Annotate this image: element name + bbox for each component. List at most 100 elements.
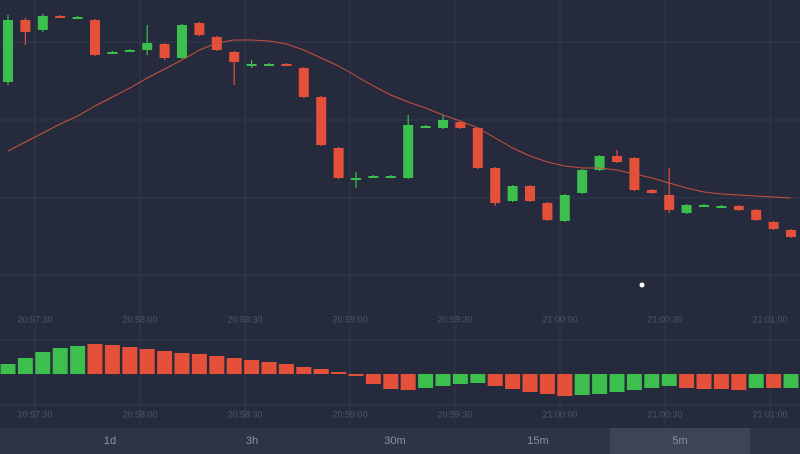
candle-body	[612, 156, 622, 162]
time-label: 21:00:30	[647, 409, 682, 419]
histogram-bar	[70, 346, 86, 374]
histogram-bar	[522, 374, 538, 392]
candle-body	[786, 230, 796, 237]
candle-body	[507, 186, 518, 201]
histogram-bar	[174, 353, 190, 374]
histogram-bar	[592, 374, 608, 394]
time-label: 20:58:30	[227, 409, 262, 419]
histogram-bar	[418, 374, 434, 388]
histogram-bar	[731, 374, 747, 390]
time-label: 21:01:00	[752, 314, 787, 324]
histogram-bar	[278, 364, 294, 374]
candle-body	[90, 20, 100, 55]
candle-body	[316, 97, 327, 145]
candle-body	[525, 186, 535, 201]
candle-body	[751, 210, 762, 220]
histogram-bar	[157, 351, 173, 374]
histogram-bar	[539, 374, 555, 394]
histogram-bar	[679, 374, 695, 388]
histogram-bar	[226, 358, 242, 374]
time-label: 20:58:00	[122, 409, 157, 419]
histogram-bar	[313, 369, 329, 374]
candle-body	[194, 23, 205, 35]
candle-body	[107, 52, 118, 54]
candle-body	[420, 126, 431, 128]
timeframe-tab[interactable]: 3h	[246, 435, 258, 447]
histogram-bar	[191, 354, 207, 374]
histogram-bar	[122, 347, 138, 374]
time-label: 20:57:30	[17, 314, 52, 324]
candle-body	[281, 64, 292, 66]
histogram-bar	[35, 352, 51, 374]
moving-average-line	[7, 39, 792, 199]
time-label: 20:59:30	[437, 409, 472, 419]
candle-body	[403, 125, 414, 178]
candle-body	[542, 203, 553, 220]
candle-body	[333, 148, 344, 178]
timeframe-tab-active[interactable]	[610, 428, 750, 454]
histogram-bar	[487, 374, 503, 386]
candle-body	[264, 64, 274, 66]
candle-body	[594, 156, 605, 170]
candle-body	[646, 190, 657, 193]
candle-body	[472, 128, 483, 168]
histogram-bar	[557, 374, 573, 396]
candle-body	[733, 206, 744, 210]
candle-body	[385, 176, 396, 178]
histogram-bar	[435, 374, 451, 386]
time-label: 20:59:00	[332, 314, 367, 324]
histogram-bar	[661, 374, 677, 386]
time-label: 21:00:00	[542, 409, 577, 419]
histogram-bar	[209, 356, 225, 374]
histogram-bar	[574, 374, 590, 395]
histogram-bar	[365, 374, 381, 384]
candle-body	[55, 16, 66, 18]
candle-body	[3, 20, 13, 82]
histogram-bar	[609, 374, 625, 392]
candle-body	[246, 64, 257, 66]
candle-body	[20, 20, 31, 32]
cursor-dot	[639, 282, 645, 288]
candle-body	[768, 222, 779, 229]
candle-body	[368, 176, 379, 178]
candle-body	[351, 178, 361, 180]
time-label: 20:57:30	[17, 409, 52, 419]
timeframe-tab[interactable]: 30m	[384, 435, 405, 447]
histogram-bar	[296, 367, 312, 374]
candle-body	[229, 52, 240, 62]
histogram-bar	[139, 349, 155, 374]
candle-body	[438, 120, 448, 128]
histogram-bar	[644, 374, 660, 388]
histogram-bar	[52, 348, 68, 374]
candle-body	[716, 206, 727, 208]
histogram-bar	[331, 372, 347, 374]
time-label: 21:01:00	[752, 409, 787, 419]
histogram-bar	[400, 374, 416, 390]
candle-body	[681, 205, 692, 213]
histogram-bar	[87, 344, 103, 374]
candle-body	[72, 17, 83, 19]
histogram-bar	[696, 374, 712, 389]
time-label: 20:58:00	[122, 314, 157, 324]
candle-body	[559, 195, 570, 221]
histogram-bar	[766, 374, 782, 388]
candle-body	[298, 68, 309, 97]
histogram-bar	[713, 374, 729, 389]
time-label: 20:59:00	[332, 409, 367, 419]
candle-body	[124, 50, 135, 52]
histogram-bar	[626, 374, 642, 390]
histogram-bar	[104, 345, 120, 374]
timeframe-tab[interactable]: 5m	[672, 435, 687, 447]
timeframe-tab[interactable]: 1d	[104, 435, 116, 447]
time-label: 20:59:30	[437, 314, 472, 324]
histogram-bar	[244, 360, 260, 374]
candle-body	[664, 195, 675, 210]
histogram-bar	[783, 374, 799, 388]
candle-body	[37, 16, 48, 30]
candle-body	[142, 43, 153, 50]
histogram-bar	[505, 374, 521, 389]
histogram-bar	[452, 374, 468, 384]
timeframe-tab[interactable]: 15m	[527, 435, 548, 447]
candle-body	[159, 44, 170, 58]
